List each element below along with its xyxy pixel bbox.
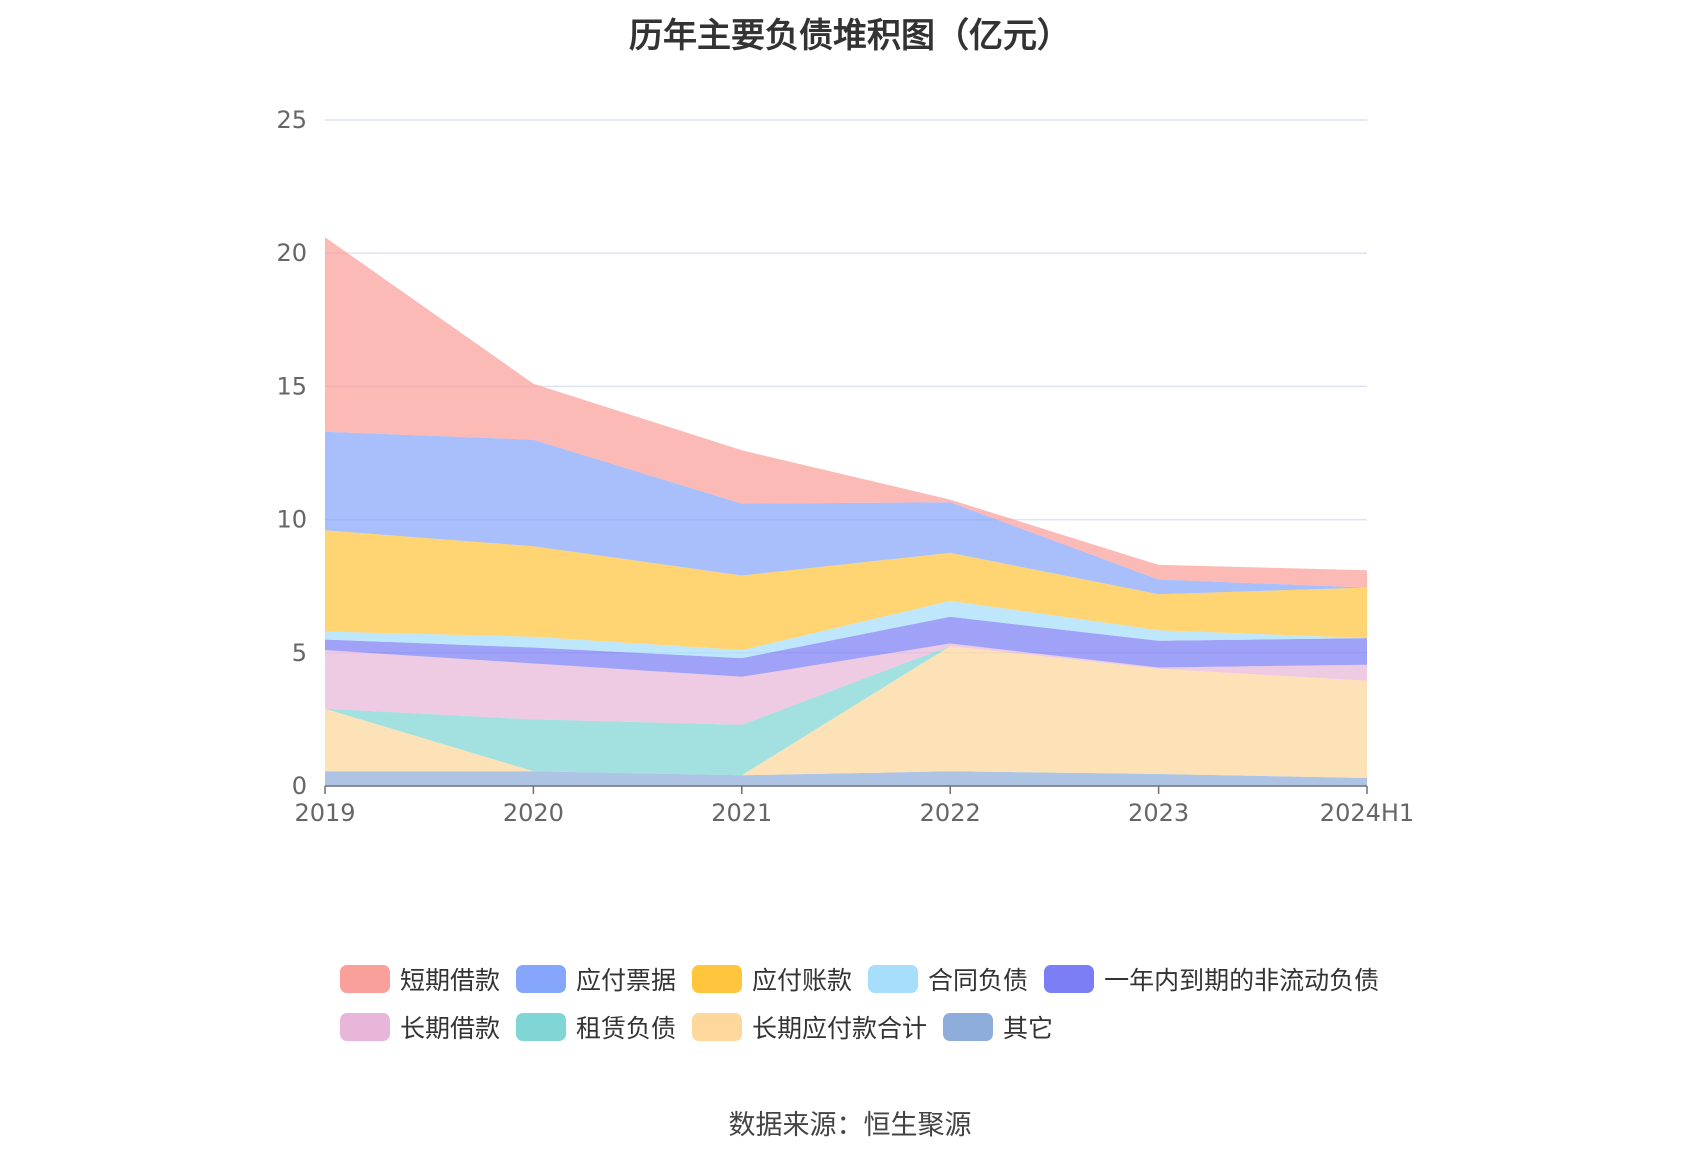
x-tick-label: 2022 xyxy=(920,799,981,827)
legend-item[interactable]: 长期应付款合计 xyxy=(692,1009,927,1045)
y-tick-label: 20 xyxy=(276,239,307,267)
x-tick-label: 2019 xyxy=(294,799,355,827)
x-tick-label: 2020 xyxy=(503,799,564,827)
y-tick-label: 10 xyxy=(276,506,307,534)
legend-swatch xyxy=(692,965,743,993)
y-tick-label: 25 xyxy=(276,106,307,134)
legend-swatch xyxy=(516,1013,567,1041)
area-series-8 xyxy=(325,237,1367,588)
area-series-3 xyxy=(325,643,1367,725)
legend-swatch xyxy=(868,965,919,993)
legend-item[interactable]: 短期借款 xyxy=(340,961,500,997)
x-tick-label: 2021 xyxy=(711,799,772,827)
area-series-7 xyxy=(325,431,1367,595)
legend-label: 其它 xyxy=(1003,1014,1054,1043)
legend-label: 合同负债 xyxy=(928,966,1029,995)
legend-label: 应付票据 xyxy=(576,966,677,995)
legend-swatch xyxy=(1044,965,1095,993)
legend-row: 长期借款 租赁负债 长期应付款合计 其它 xyxy=(340,1003,1440,1051)
legend-item[interactable]: 一年内到期的非流动负债 xyxy=(1044,961,1379,997)
area-series xyxy=(325,237,1367,786)
legend-item[interactable]: 租赁负债 xyxy=(516,1009,676,1045)
legend-label: 租赁负债 xyxy=(576,1014,677,1043)
area-series-6 xyxy=(325,530,1367,651)
area-series-2 xyxy=(325,646,1367,776)
legend-item[interactable]: 应付票据 xyxy=(516,961,676,997)
x-tick-label: 2024H1 xyxy=(1320,799,1414,827)
legend-label: 应付账款 xyxy=(752,966,853,995)
legend-item[interactable]: 合同负债 xyxy=(868,961,1028,997)
y-tick-label: 15 xyxy=(276,372,307,400)
legend-swatch xyxy=(340,965,390,993)
area-series-1 xyxy=(325,646,1367,778)
legend-swatch xyxy=(692,1013,743,1041)
legend-label: 短期借款 xyxy=(400,966,501,995)
chart-title: 历年主要负债堆积图（亿元） xyxy=(629,16,1071,56)
axes: 0 5 10 15 20 25 2019 2020 2021 2022 2023 2024H1 xyxy=(276,106,1414,827)
legend-label: 长期借款 xyxy=(400,1014,501,1043)
legend: 短期借款 应付票据 应付账款 合同负债 一年内到期的非流动负债长期借款 租赁负债 长期应付款… xyxy=(340,955,1440,1051)
legend-swatch xyxy=(943,1013,994,1041)
legend-swatch xyxy=(516,965,567,993)
legend-item[interactable]: 长期借款 xyxy=(340,1009,500,1045)
legend-swatch xyxy=(340,1013,390,1041)
legend-row: 短期借款 应付票据 应付账款 合同负债 一年内到期的非流动负债 xyxy=(340,955,1440,1003)
y-tick-label: 5 xyxy=(292,639,307,667)
legend-item[interactable]: 应付账款 xyxy=(692,961,852,997)
legend-label: 长期应付款合计 xyxy=(752,1014,928,1043)
legend-item[interactable]: 其它 xyxy=(943,1009,1053,1045)
data-source: 数据来源：恒生聚源 xyxy=(728,1110,972,1141)
x-tick-label: 2023 xyxy=(1128,799,1189,827)
area-series-0 xyxy=(325,771,1367,786)
y-tick-label: 0 xyxy=(292,772,307,800)
area-series-5 xyxy=(325,600,1367,659)
area-series-4 xyxy=(325,616,1367,677)
legend-label: 一年内到期的非流动负债 xyxy=(1104,966,1380,995)
